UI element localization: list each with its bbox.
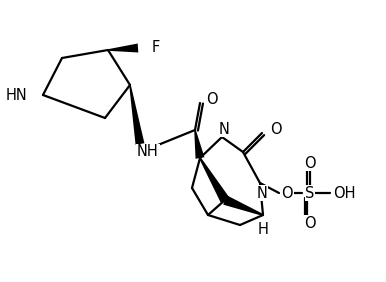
Text: O: O: [281, 186, 293, 201]
Polygon shape: [129, 85, 144, 145]
Text: O: O: [206, 91, 218, 107]
Polygon shape: [194, 130, 205, 159]
Text: OH: OH: [333, 186, 355, 201]
Text: O: O: [270, 122, 282, 138]
Text: HN: HN: [5, 87, 27, 102]
Text: S: S: [305, 186, 315, 201]
Text: NH: NH: [137, 144, 159, 160]
Text: N: N: [218, 122, 229, 136]
Polygon shape: [108, 43, 138, 52]
Polygon shape: [199, 157, 229, 202]
Text: O: O: [304, 215, 316, 230]
Text: H: H: [257, 221, 268, 237]
Text: F: F: [152, 41, 160, 56]
Text: N: N: [257, 186, 267, 201]
Polygon shape: [223, 195, 263, 216]
Text: O: O: [304, 155, 316, 171]
